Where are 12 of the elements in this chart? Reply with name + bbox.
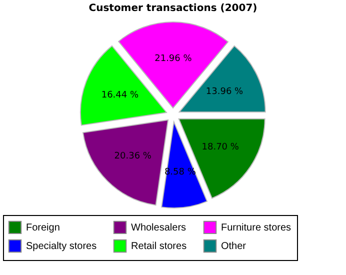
data-label: 16.44 % <box>101 90 139 101</box>
legend-label: Furniture stores <box>221 222 292 234</box>
legend-label: Specialty stores <box>26 241 97 252</box>
legend-label: Foreign <box>26 222 60 234</box>
chart-title: Customer transactions (2007) <box>88 3 258 14</box>
data-label: 18.70 % <box>202 142 240 153</box>
data-label: 13.96 % <box>206 86 244 97</box>
legend-label: Retail stores <box>131 241 187 252</box>
data-label: 20.36 % <box>114 151 152 162</box>
data-label: 21.96 % <box>154 54 192 64</box>
legend-label: Wholesalers <box>131 222 186 234</box>
legend-label: Other <box>221 241 247 252</box>
